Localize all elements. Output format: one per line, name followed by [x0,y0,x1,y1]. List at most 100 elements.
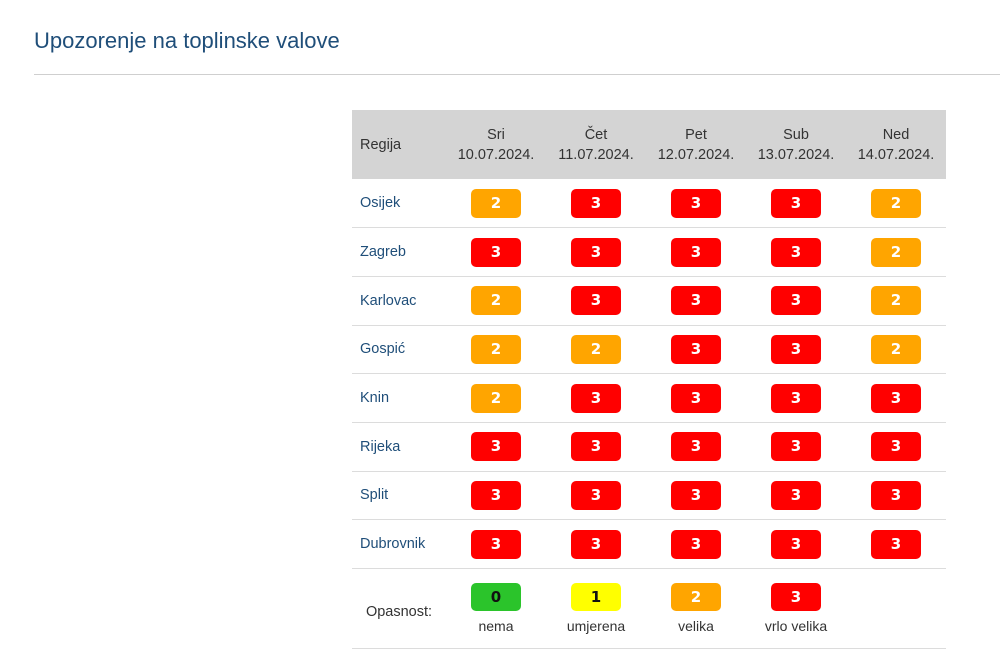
warning-level-cell: 3 [646,227,746,277]
warning-level-cell: 3 [646,373,746,423]
table-row: Gospić 2 2 3 3 2 [352,325,946,375]
warning-level-badge: 3 [871,529,921,559]
legend-empty-cell [846,568,946,649]
warning-level-cell: 2 [846,179,946,229]
warning-level-badge: 3 [571,237,621,267]
warning-level-badge: 3 [671,432,721,462]
warning-level-cell: 3 [446,519,546,569]
heatwave-warning-table-container: Regija Sri 10.07.2024. Čet 11.07.2024. P… [352,110,946,649]
region-name: Karlovac [352,276,446,326]
warning-level-cell: 2 [846,276,946,326]
legend-item: 2 velika [646,568,746,649]
warning-level-cell: 2 [446,373,546,423]
table-body: Osijek 2 3 3 3 2 Zagreb 3 3 3 3 2 Karlovac 2 3 3 3 2 Gospi… [352,179,946,649]
day-name: Ned [882,126,910,143]
warning-level-cell: 2 [546,325,646,375]
warning-level-badge: 3 [771,432,821,462]
warning-level-badge: 3 [471,237,521,267]
legend-label: Opasnost: [352,568,446,649]
warning-level-badge: 2 [471,188,521,218]
warning-level-badge: 3 [471,480,521,510]
warning-level-badge: 3 [571,480,621,510]
table-row: Osijek 2 3 3 3 2 [352,179,946,229]
region-name: Split [352,471,446,521]
legend-item: 0 nema [446,568,546,649]
day-column-header: Pet 12.07.2024. [646,110,746,179]
warning-level-badge: 3 [571,529,621,559]
warning-level-cell: 3 [746,179,846,229]
warning-level-cell: 3 [846,471,946,521]
legend-text: nema [478,618,514,634]
legend-row: Opasnost: 0 nema 1 umjerena 2 velika 3 v… [352,568,946,649]
warning-level-badge: 3 [671,188,721,218]
region-name: Rijeka [352,422,446,472]
day-date: 11.07.2024. [558,146,634,163]
table-row: Rijeka 3 3 3 3 3 [352,422,946,472]
day-column-header: Sri 10.07.2024. [446,110,546,179]
warning-level-cell: 3 [546,519,646,569]
warning-level-cell: 3 [446,422,546,472]
day-name: Pet [685,126,707,143]
warning-level-badge: 3 [671,383,721,413]
region-name: Osijek [352,179,446,229]
warning-level-cell: 3 [646,471,746,521]
warning-level-badge: 2 [871,286,921,316]
warning-level-badge: 2 [871,237,921,267]
warning-level-badge: 2 [471,286,521,316]
warning-level-cell: 3 [846,373,946,423]
warning-level-badge: 3 [471,529,521,559]
warning-level-badge: 3 [571,432,621,462]
warning-level-badge: 3 [671,286,721,316]
legend-badge-2: 2 [671,583,721,611]
header-row: Regija Sri 10.07.2024. Čet 11.07.2024. P… [352,110,946,179]
day-name: Sri [487,126,505,143]
warning-level-badge: 3 [671,334,721,364]
warning-level-cell: 2 [846,227,946,277]
warning-level-cell: 2 [446,325,546,375]
legend-badge-3: 3 [771,583,821,611]
warning-level-cell: 3 [546,276,646,326]
table-row: Split 3 3 3 3 3 [352,471,946,521]
table-row: Zagreb 3 3 3 3 2 [352,227,946,277]
warning-level-badge: 3 [871,480,921,510]
day-date: 13.07.2024. [757,146,835,163]
warning-level-badge: 2 [871,188,921,218]
warning-level-badge: 2 [471,334,521,364]
heatwave-warning-table: Regija Sri 10.07.2024. Čet 11.07.2024. P… [352,110,946,649]
warning-level-badge: 3 [771,188,821,218]
warning-level-cell: 3 [546,373,646,423]
legend-badge-1: 1 [571,583,621,611]
legend-item: 1 umjerena [546,568,646,649]
title-divider [34,74,1000,75]
day-column-header: Sub 13.07.2024. [746,110,846,179]
day-date: 12.07.2024. [657,146,735,163]
legend-text: velika [678,618,714,634]
legend-text: umjerena [566,618,626,634]
warning-level-cell: 3 [446,227,546,277]
warning-level-cell: 2 [446,276,546,326]
warning-level-badge: 2 [571,334,621,364]
warning-level-badge: 2 [871,334,921,364]
warning-level-badge: 3 [671,480,721,510]
warning-level-badge: 3 [471,432,521,462]
region-name: Knin [352,373,446,423]
legend-badge-0: 0 [471,583,521,611]
warning-level-cell: 2 [446,179,546,229]
warning-level-badge: 3 [771,334,821,364]
day-column-header: Ned 14.07.2024. [846,110,946,179]
legend-item: 3 vrlo velika [746,568,846,649]
warning-level-cell: 3 [546,227,646,277]
page-title: Upozorenje na toplinske valove [34,28,340,53]
table-row: Dubrovnik 3 3 3 3 3 [352,519,946,569]
legend-text: vrlo velika [764,618,828,634]
warning-level-cell: 3 [746,422,846,472]
warning-level-cell: 3 [646,276,746,326]
table-header: Regija Sri 10.07.2024. Čet 11.07.2024. P… [352,110,946,179]
warning-level-cell: 3 [546,422,646,472]
warning-level-cell: 3 [746,519,846,569]
warning-level-badge: 3 [571,188,621,218]
warning-level-badge: 3 [871,383,921,413]
day-date: 14.07.2024. [857,146,935,163]
warning-level-cell: 3 [746,471,846,521]
warning-level-badge: 3 [871,432,921,462]
